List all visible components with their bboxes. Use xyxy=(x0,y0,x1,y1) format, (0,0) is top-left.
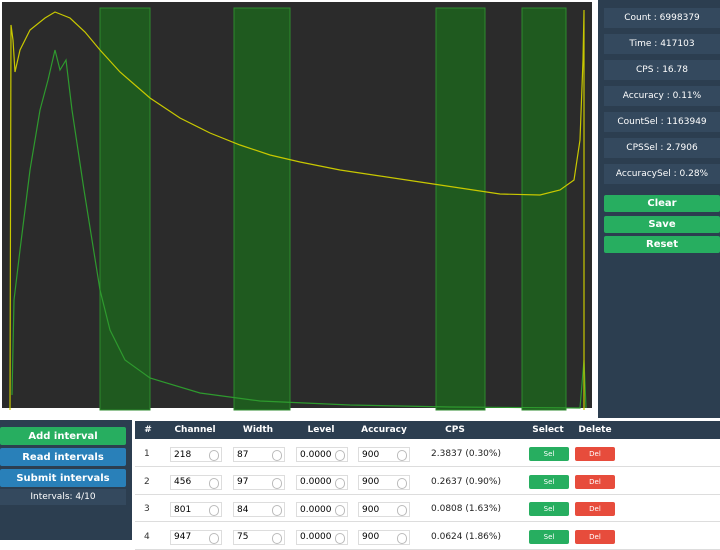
interval-status: Intervals: 4/10 xyxy=(0,489,126,505)
column-header: Accuracy xyxy=(361,425,407,435)
interval-button[interactable]: Submit intervals xyxy=(0,469,126,487)
number-input[interactable]: 947 xyxy=(170,529,222,545)
delete-button[interactable]: Del xyxy=(575,474,615,489)
number-input[interactable]: 801 xyxy=(170,502,222,517)
row-bg xyxy=(135,469,720,495)
select-button[interactable]: Sel xyxy=(529,502,569,516)
column-header: CPS xyxy=(445,425,465,435)
action-button[interactable]: Clear xyxy=(604,195,720,212)
row-number: 1 xyxy=(144,449,150,459)
delete-button[interactable]: Del xyxy=(575,529,615,544)
select-button[interactable]: Sel xyxy=(529,474,569,489)
cps-value: 0.0808 (1.63%) xyxy=(431,504,501,514)
select-button[interactable]: Sel xyxy=(529,447,569,461)
stat-box: Time : 417103 xyxy=(604,34,720,54)
stat-box: CPSSel : 2.7906 xyxy=(604,138,720,158)
number-input[interactable]: 0.0000 xyxy=(296,474,348,490)
row-number: 2 xyxy=(144,476,150,487)
delete-button[interactable]: Del xyxy=(575,447,615,461)
number-input[interactable]: 900 xyxy=(358,474,410,490)
number-input[interactable]: 84 xyxy=(233,502,285,517)
row-number: 4 xyxy=(144,531,150,542)
cps-value: 0.0624 (1.86%) xyxy=(431,531,501,542)
interval-button[interactable]: Read intervals xyxy=(0,448,126,466)
stat-box: Count : 6998379 xyxy=(604,8,720,28)
stat-box: CountSel : 1163949 xyxy=(604,112,720,132)
action-button[interactable]: Save xyxy=(604,215,720,233)
number-input[interactable]: 218 xyxy=(170,447,222,462)
spectrum-plot xyxy=(0,0,594,411)
number-input[interactable]: 900 xyxy=(358,529,410,545)
stat-box: CPS : 16.78 xyxy=(604,60,720,80)
cps-value: 2.3837 (0.30%) xyxy=(431,449,501,459)
action-button[interactable]: Reset xyxy=(604,236,720,253)
column-header: Width xyxy=(242,425,274,435)
number-input[interactable]: 0.0000 xyxy=(296,447,348,462)
interval-button[interactable]: Add interval xyxy=(0,427,126,445)
number-input[interactable]: 0.0000 xyxy=(296,529,348,545)
cps-value: 0.2637 (0.90%) xyxy=(431,476,501,487)
select-button[interactable]: Sel xyxy=(529,529,569,544)
delete-button[interactable]: Del xyxy=(575,502,615,516)
table-header-bg xyxy=(135,421,720,439)
number-input[interactable]: 900 xyxy=(358,447,410,462)
number-input[interactable]: 75 xyxy=(233,529,285,545)
row-bg xyxy=(135,441,720,467)
column-header: Channel xyxy=(174,425,216,435)
column-header: # xyxy=(144,425,152,435)
stat-box: Accuracy : 0.11% xyxy=(604,86,720,106)
column-header: Level xyxy=(307,425,335,435)
number-input[interactable]: 456 xyxy=(170,474,222,490)
column-header: Delete xyxy=(578,425,612,435)
row-bg xyxy=(135,524,720,550)
number-input[interactable]: 0.0000 xyxy=(296,502,348,517)
row-bg xyxy=(135,496,720,522)
number-input[interactable]: 97 xyxy=(233,474,285,490)
number-input[interactable]: 900 xyxy=(358,502,410,517)
number-input[interactable]: 87 xyxy=(233,447,285,462)
row-number: 3 xyxy=(144,504,150,514)
column-header: Select xyxy=(532,425,564,435)
stat-box: AccuracySel : 0.28% xyxy=(604,164,720,184)
